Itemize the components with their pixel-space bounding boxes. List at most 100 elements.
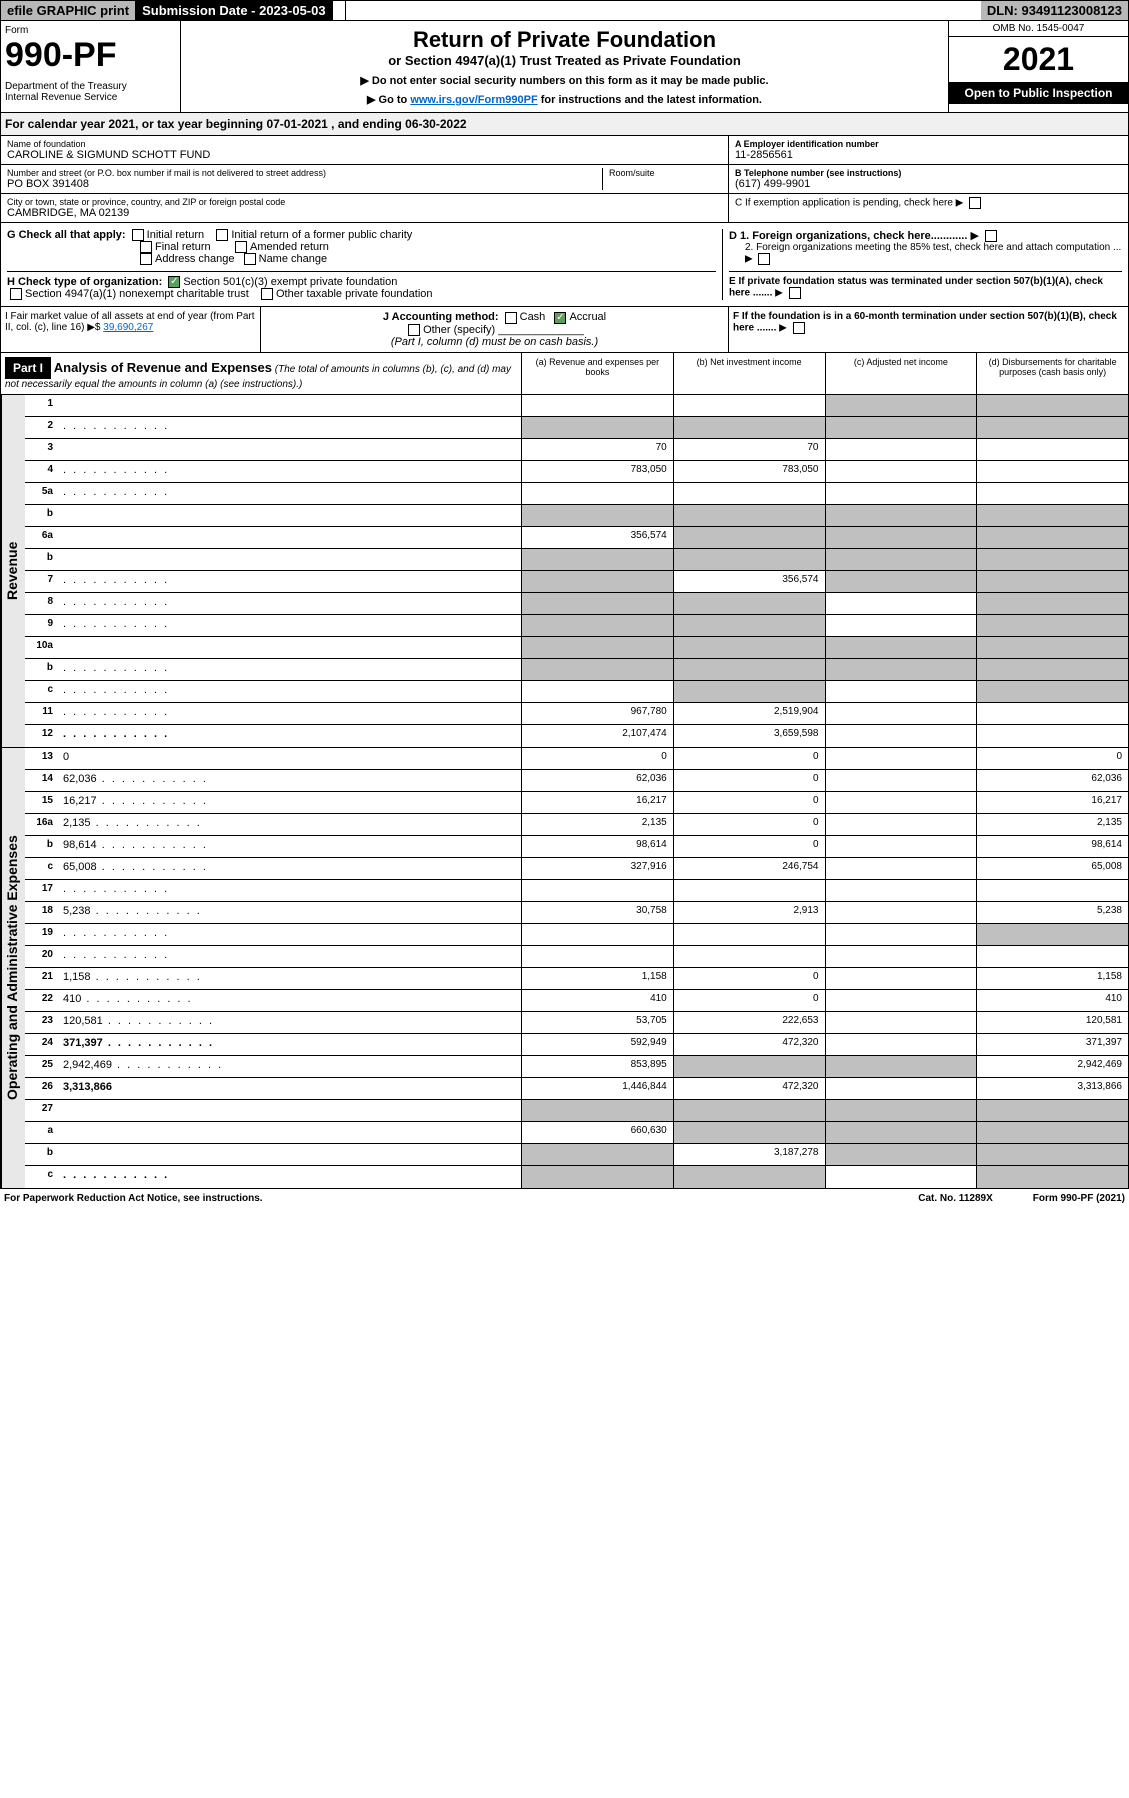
row-val-d	[976, 681, 1128, 702]
footer-right: Form 990-PF (2021)	[1033, 1193, 1125, 1204]
calendar-year: For calendar year 2021, or tax year begi…	[0, 113, 1129, 136]
c-checkbox[interactable]	[969, 197, 981, 209]
row-num: 17	[25, 880, 59, 901]
row-val-d: 120,581	[976, 1012, 1128, 1033]
row-val-d	[976, 439, 1128, 460]
col-c-hdr: (c) Adjusted net income	[825, 353, 977, 394]
chk-other-acct[interactable]	[408, 324, 420, 336]
row-val-a	[521, 659, 673, 680]
table-row: 6a356,574	[25, 527, 1128, 549]
row-val-b: 246,754	[673, 858, 825, 879]
row-val-b: 3,187,278	[673, 1144, 825, 1165]
j-label: J Accounting method:	[383, 311, 499, 323]
chk-other-tax[interactable]	[261, 288, 273, 300]
row-val-c	[825, 703, 977, 724]
f-label: F If the foundation is in a 60-month ter…	[733, 311, 1117, 334]
table-row: 2	[25, 417, 1128, 439]
row-num: 23	[25, 1012, 59, 1033]
row-val-b: 0	[673, 792, 825, 813]
row-val-a: 967,780	[521, 703, 673, 724]
chk-final[interactable]	[140, 241, 152, 253]
chk-d2[interactable]	[758, 253, 770, 265]
chk-name[interactable]	[244, 253, 256, 265]
row-val-d: 65,008	[976, 858, 1128, 879]
row-num: 13	[25, 748, 59, 769]
row-desc	[59, 395, 521, 416]
title: Return of Private Foundation	[187, 27, 942, 53]
row-val-a: 0	[521, 748, 673, 769]
chk-501c3[interactable]	[168, 276, 180, 288]
row-val-d: 2,942,469	[976, 1056, 1128, 1077]
row-val-c	[825, 880, 977, 901]
expenses-label: Operating and Administrative Expenses	[1, 748, 25, 1188]
row-val-d: 16,217	[976, 792, 1128, 813]
row-val-d	[976, 703, 1128, 724]
row-val-a: 62,036	[521, 770, 673, 791]
row-val-b	[673, 505, 825, 526]
chk-4947[interactable]	[10, 288, 22, 300]
row-desc: 2,942,469	[59, 1056, 521, 1077]
row-val-a: 327,916	[521, 858, 673, 879]
spacer	[333, 1, 346, 20]
room-label: Room/suite	[609, 168, 722, 178]
tel-cell: B Telephone number (see instructions) (6…	[729, 165, 1128, 194]
table-row: 8	[25, 593, 1128, 615]
chk-f[interactable]	[793, 322, 805, 334]
row-val-b	[673, 527, 825, 548]
row-desc: 3,313,866	[59, 1078, 521, 1099]
row-num: 26	[25, 1078, 59, 1099]
row-val-a	[521, 924, 673, 945]
table-row: 23120,58153,705222,653120,581	[25, 1012, 1128, 1034]
chk-e[interactable]	[789, 287, 801, 299]
row-desc	[59, 1122, 521, 1143]
tel-label: B Telephone number (see instructions)	[735, 168, 1122, 178]
row-val-c	[825, 725, 977, 747]
city-cell: City or town, state or province, country…	[1, 194, 728, 222]
row-val-d	[976, 880, 1128, 901]
chk-initial-former[interactable]	[216, 229, 228, 241]
row-val-c	[825, 615, 977, 636]
instructions-link[interactable]: www.irs.gov/Form990PF	[410, 94, 537, 106]
row-val-a: 592,949	[521, 1034, 673, 1055]
row-num: 3	[25, 439, 59, 460]
row-num: 21	[25, 968, 59, 989]
chk-initial[interactable]	[132, 229, 144, 241]
row-val-c	[825, 792, 977, 813]
row-val-c	[825, 549, 977, 570]
row-val-b: 783,050	[673, 461, 825, 482]
row-val-d	[976, 571, 1128, 592]
row-desc	[59, 1166, 521, 1188]
row-num: 6a	[25, 527, 59, 548]
expenses-table: Operating and Administrative Expenses 13…	[0, 748, 1129, 1189]
row-val-a	[521, 1100, 673, 1121]
g-label: G Check all that apply:	[7, 229, 126, 241]
row-val-d	[976, 483, 1128, 504]
row-val-c	[825, 395, 977, 416]
table-row: 224104100410	[25, 990, 1128, 1012]
row-desc: 410	[59, 990, 521, 1011]
row-num: c	[25, 1166, 59, 1188]
row-val-b	[673, 549, 825, 570]
chk-address[interactable]	[140, 253, 152, 265]
row-val-b: 3,659,598	[673, 725, 825, 747]
table-row: 1462,03662,036062,036	[25, 770, 1128, 792]
chk-amended[interactable]	[235, 241, 247, 253]
chk-accrual[interactable]	[554, 312, 566, 324]
note1: ▶ Do not enter social security numbers o…	[187, 74, 942, 87]
row-num: b	[25, 836, 59, 857]
row-num: 15	[25, 792, 59, 813]
row-val-a: 853,895	[521, 1056, 673, 1077]
section-i: I Fair market value of all assets at end…	[1, 307, 261, 351]
row-val-b	[673, 924, 825, 945]
expense-rows: 1300001462,03662,036062,0361516,21716,21…	[25, 748, 1128, 1188]
footer-left: For Paperwork Reduction Act Notice, see …	[4, 1193, 263, 1204]
row-val-b: 2,519,904	[673, 703, 825, 724]
row-num: 11	[25, 703, 59, 724]
table-row: c	[25, 1166, 1128, 1188]
lbl-other-tax: Other taxable private foundation	[276, 288, 433, 300]
row-val-a: 2,107,474	[521, 725, 673, 747]
lbl-final: Final return	[155, 241, 211, 253]
chk-d1[interactable]	[985, 230, 997, 242]
row-desc	[59, 681, 521, 702]
chk-cash[interactable]	[505, 312, 517, 324]
